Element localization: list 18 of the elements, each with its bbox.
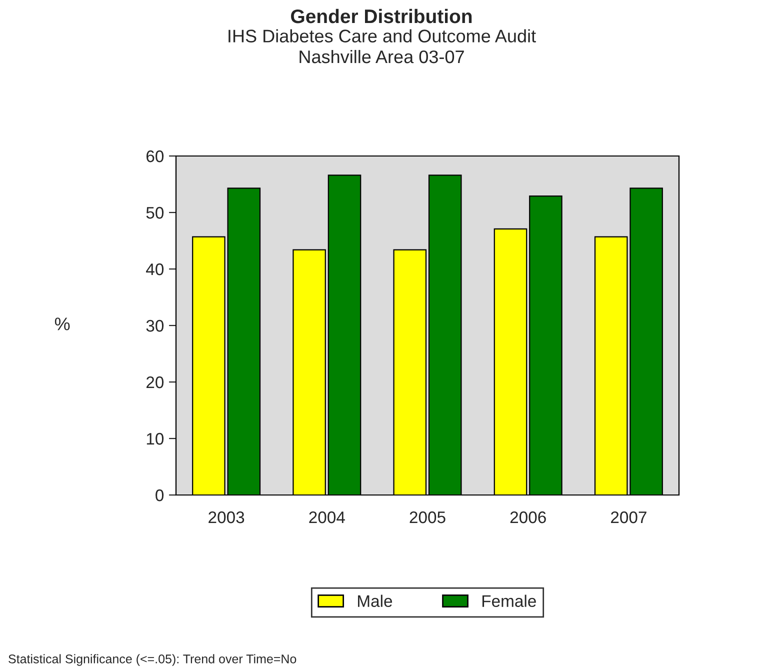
x-tick-label: 2007 <box>611 511 646 524</box>
chart-title: Gender Distribution <box>291 8 472 24</box>
text: Statistical Significance (<=.05): Trend over Time=No <box>8 654 296 666</box>
y-tick-label: 40 <box>146 263 164 276</box>
x-tick-label: 2006 <box>510 511 546 524</box>
y-tick-label: 30 <box>146 320 164 332</box>
y-tick-label: 60 <box>146 150 164 162</box>
x-tick-label: 2005 <box>410 511 446 524</box>
y-tick-label: 10 <box>146 432 164 445</box>
x-tick-label: 2004 <box>309 511 345 524</box>
legend-label: Male <box>358 594 392 607</box>
chart-subtitle: IHS Diabetes Care and Outcome Audit Nashville Area 03-07 <box>228 29 536 64</box>
y-tick-label: 0 <box>156 489 164 502</box>
legend-label: Female <box>482 594 536 607</box>
y-tick-label: 20 <box>146 376 164 388</box>
y-axis-title: % <box>54 318 70 330</box>
y-tick-label: 50 <box>146 206 164 219</box>
x-tick-label: 2003 <box>208 511 244 524</box>
